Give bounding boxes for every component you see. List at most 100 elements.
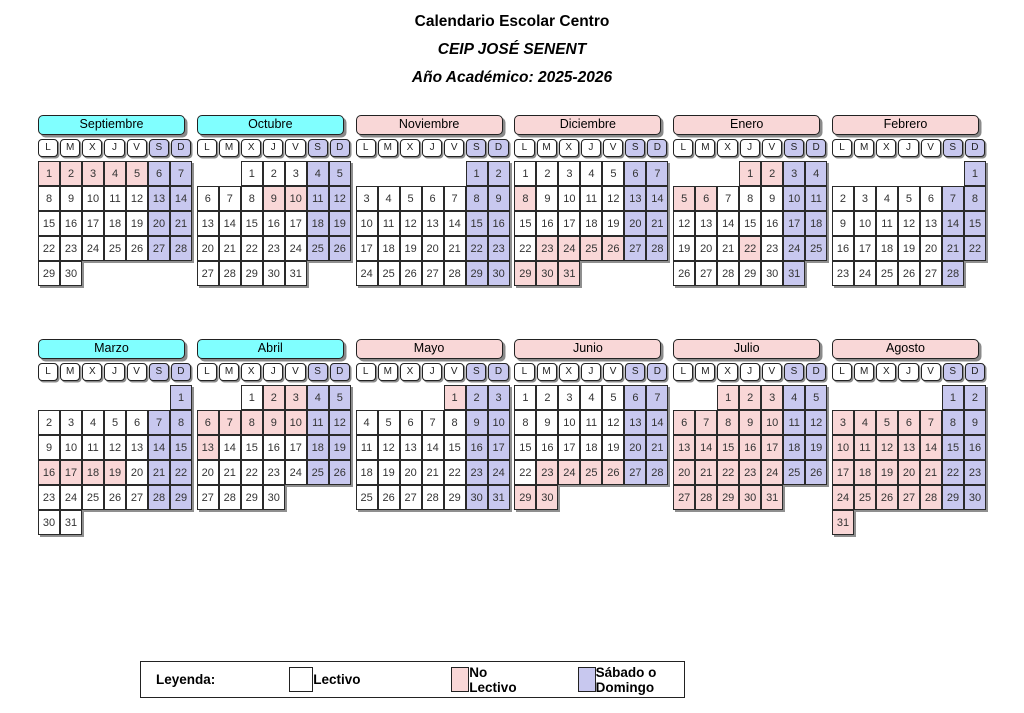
day-cell: 20 xyxy=(673,460,696,485)
day-cell: 29 xyxy=(465,261,488,286)
day-cell: 18 xyxy=(355,460,378,485)
day-grid-septiembre: 1 2 3 4 5 6 7 8 9 10 11 12 13 14 15 16 17 18 19 20 21 22 23 24 2… xyxy=(38,161,192,286)
day-cell: 24 xyxy=(284,236,307,261)
day-cell: 26 xyxy=(805,460,828,485)
day-cell: 23 xyxy=(831,261,854,286)
day-cell: 2 xyxy=(38,410,60,435)
day-cell: 25 xyxy=(805,236,828,261)
day-cell: 25 xyxy=(377,261,400,286)
day-cell: 27 xyxy=(624,236,647,261)
day-cell: 11 xyxy=(580,186,603,211)
weekday-label-s: S xyxy=(307,139,328,157)
day-cell: 4 xyxy=(875,186,898,211)
empty-cell xyxy=(624,485,646,510)
academic-year: Año Académico: 2025-2026 xyxy=(411,69,613,86)
day-grid-mayo: 1 2 3 4 5 6 7 8 9 10 11 12 13 14 15 16 17 18 19 20 21 22 23 24 2… xyxy=(355,385,510,510)
school-name: CEIP JOSÉ SENENT xyxy=(437,41,587,58)
day-cell: 14 xyxy=(218,211,241,236)
day-cell: 19 xyxy=(805,435,828,460)
day-cell: 18 xyxy=(580,435,603,460)
weekday-label-x: X xyxy=(558,363,579,381)
day-cell: 2 xyxy=(465,385,488,410)
empty-cell xyxy=(942,161,964,186)
day-cell: 15 xyxy=(240,435,263,460)
day-cell: 19 xyxy=(104,460,126,485)
day-cell: 18 xyxy=(104,211,126,236)
legend-swatch-n xyxy=(450,667,470,692)
legend-swatch-s xyxy=(577,667,596,692)
empty-cell xyxy=(783,485,805,510)
day-grid-diciembre: 1 2 3 4 5 6 7 8 9 10 11 12 13 14 15 16 17 18 19 20 21 22 23 24 2… xyxy=(514,161,669,286)
day-cell: 27 xyxy=(148,236,170,261)
day-cell: 29 xyxy=(170,485,192,510)
month-header-mayo: Mayo xyxy=(355,339,503,359)
day-cell: 4 xyxy=(377,186,400,211)
day-cell: 4 xyxy=(104,161,126,186)
day-cell: 2 xyxy=(963,385,986,410)
day-cell: 25 xyxy=(580,236,603,261)
day-cell: 21 xyxy=(717,236,740,261)
day-cell: 8 xyxy=(465,186,488,211)
legend-item-l: Lectivo xyxy=(289,667,361,692)
empty-cell xyxy=(378,385,400,410)
weekday-label-l: L xyxy=(38,363,59,381)
day-cell: 18 xyxy=(377,236,400,261)
day-cell: 25 xyxy=(355,485,378,510)
day-cell: 19 xyxy=(875,460,898,485)
empty-cell xyxy=(558,485,580,510)
day-cell: 16 xyxy=(831,236,854,261)
day-cell: 23 xyxy=(262,236,285,261)
day-cell: 10 xyxy=(761,410,784,435)
day-cell: 30 xyxy=(963,485,986,510)
empty-cell xyxy=(104,385,126,410)
day-cell: 21 xyxy=(646,211,669,236)
day-cell: 23 xyxy=(536,236,559,261)
day-cell: 18 xyxy=(82,460,104,485)
day-cell: 27 xyxy=(126,485,148,510)
day-cell: 5 xyxy=(875,410,898,435)
day-cell: 12 xyxy=(673,211,696,236)
day-cell: 18 xyxy=(805,211,828,236)
day-cell: 16 xyxy=(487,211,510,236)
day-cell: 9 xyxy=(963,410,986,435)
day-cell: 1 xyxy=(514,385,537,410)
day-cell: 7 xyxy=(919,410,942,435)
day-cell: 27 xyxy=(695,261,718,286)
day-cell: 16 xyxy=(262,211,285,236)
month-header-diciembre: Diciembre xyxy=(514,115,662,135)
day-cell: 22 xyxy=(717,460,740,485)
day-cell: 25 xyxy=(306,236,329,261)
day-cell: 26 xyxy=(328,460,351,485)
day-cell: 2 xyxy=(487,161,510,186)
day-cell: 19 xyxy=(602,435,625,460)
day-cell: 23 xyxy=(761,236,784,261)
day-cell: 17 xyxy=(558,211,581,236)
day-cell: 7 xyxy=(218,410,241,435)
day-cell: 11 xyxy=(805,186,828,211)
weekday-label-x: X xyxy=(82,363,103,381)
empty-cell xyxy=(170,510,192,535)
empty-cell xyxy=(378,161,400,186)
day-cell: 21 xyxy=(218,236,241,261)
day-cell: 15 xyxy=(170,435,192,460)
day-cell: 26 xyxy=(602,460,625,485)
empty-cell xyxy=(876,510,898,535)
weekday-label-j: J xyxy=(739,139,760,157)
day-cell: 6 xyxy=(196,410,219,435)
empty-cell xyxy=(197,385,219,410)
day-cell: 6 xyxy=(421,186,444,211)
day-cell: 3 xyxy=(831,410,854,435)
day-cell: 25 xyxy=(580,460,603,485)
day-cell: 28 xyxy=(717,261,740,286)
month-header-noviembre: Noviembre xyxy=(355,115,503,135)
day-cell: 9 xyxy=(739,410,762,435)
day-cell: 31 xyxy=(761,485,784,510)
weekday-label-d: D xyxy=(647,139,668,157)
empty-cell xyxy=(104,261,126,286)
day-cell: 8 xyxy=(963,186,986,211)
day-cell: 22 xyxy=(465,236,488,261)
day-cell: 10 xyxy=(853,211,876,236)
day-cell: 27 xyxy=(196,261,219,286)
